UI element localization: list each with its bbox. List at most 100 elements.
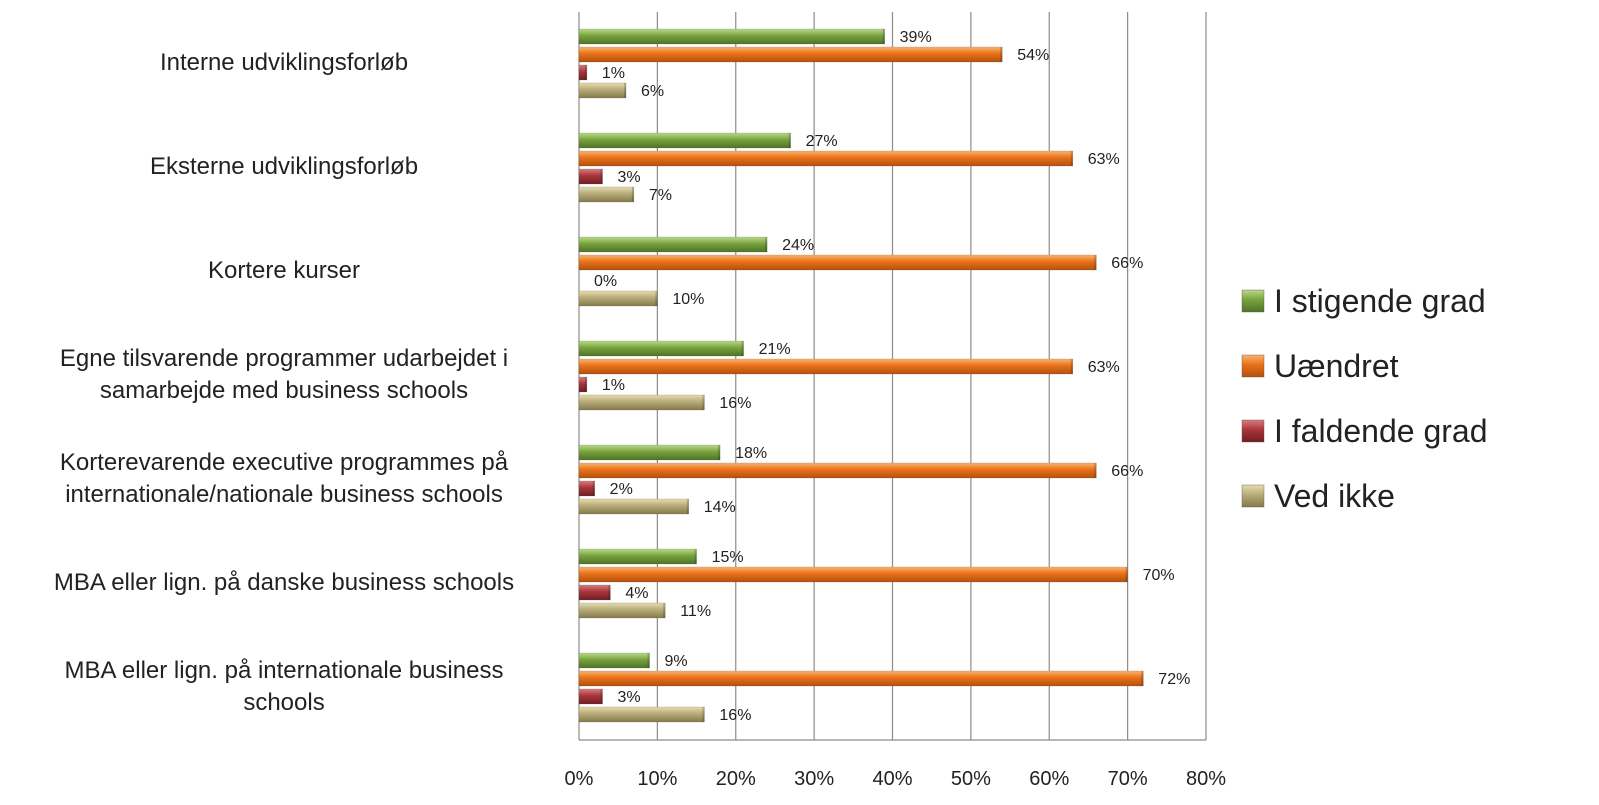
bar-body [578,82,627,99]
bar [578,602,666,619]
bar-body [578,498,690,515]
bar-body [578,168,603,185]
bar [578,498,690,515]
category-label: Interne udviklingsforløb [160,49,408,76]
legend-label: Ved ikke [1274,478,1395,514]
bar-edge [584,65,587,80]
bar [578,480,595,497]
data-label: 18% [735,445,767,462]
x-tick-label: 50% [951,768,991,790]
bar-body [578,548,697,565]
bar [578,670,1144,687]
x-tick-label: 70% [1108,768,1148,790]
bar-body [578,394,705,411]
data-label: 15% [712,549,744,566]
data-label: 2% [610,481,633,498]
x-tick-label: 40% [872,768,912,790]
bar-body [578,376,588,393]
category-label-line: internationale/nationale business school… [65,481,503,508]
legend-label: I faldende grad [1274,413,1488,449]
bar-body [578,28,885,45]
data-label: 16% [719,707,751,724]
bar-body [578,290,658,307]
data-label: 10% [672,291,704,308]
category-label-line: MBA eller lign. på internationale busine… [65,657,504,684]
x-tick-label: 60% [1029,768,1069,790]
bar-body [578,132,791,149]
legend-swatch [1241,289,1265,313]
bar-edge [702,395,705,410]
bar-edge [1070,151,1073,166]
x-tick-label: 0% [565,768,594,790]
data-label: 21% [759,341,791,358]
bar-body [578,186,635,203]
category-label-line: Egne tilsvarende programmer udarbejdet i [60,345,508,372]
bar [578,652,650,669]
bar [578,462,1097,479]
bar-edge [600,169,603,184]
legend-label: I stigende grad [1274,283,1486,319]
legend-item: I stigende grad [1241,283,1486,319]
bar-body [578,602,666,619]
category-label: MBA eller lign. på internationale busine… [65,657,504,716]
bar-body [578,706,705,723]
data-label: 4% [625,585,648,602]
category-label-line: samarbejde med business schools [100,377,468,404]
bar-body [578,340,744,357]
x-tick-label: 20% [716,768,756,790]
bar-edge [631,187,634,202]
gridlines [578,12,1207,741]
bar [578,376,588,393]
category-label-line: Kortere kurser [208,257,360,284]
category-label: Kortere kurser [208,257,360,284]
category-label-line: Interne udviklingsforløb [160,49,408,76]
bar [578,444,721,461]
legend-swatch [1241,419,1265,443]
bar-edge [741,341,744,356]
bar [578,28,885,45]
bar-body [578,566,1128,583]
bar-edge [1070,359,1073,374]
bar [578,566,1128,583]
category-label-line: MBA eller lign. på danske business schoo… [54,569,514,596]
bar-edge [788,133,791,148]
bar [578,64,588,81]
bar [578,186,635,203]
bar [578,82,627,99]
bar-edge [592,481,595,496]
data-label: 72% [1158,671,1190,688]
bar-edge [1094,255,1097,270]
bar-edge [702,707,705,722]
data-labels: 39% 54% 1% 6% 27% 63% 3% 7% 24% 66% 0% 10% 21% 63% 1% 1… [594,29,1190,724]
bar-edge [765,237,768,252]
bar-body [578,254,1097,271]
legend-item: I faldende grad [1241,413,1488,449]
bar [578,706,705,723]
bar-body [578,670,1144,687]
bar-body [578,584,611,601]
category-labels: Interne udviklingsforløb Eksterne udvikli… [54,49,514,716]
data-label: 66% [1111,463,1143,480]
data-label: 1% [602,377,625,394]
x-tick-labels: 0% 10% 20% 30% 40% 50% 60% 70% 80% [565,768,1227,790]
data-label: 24% [782,237,814,254]
data-label: 6% [641,83,664,100]
data-label: 9% [665,653,688,670]
data-label: 3% [618,689,641,706]
bar [578,46,1003,63]
bar-edge [600,689,603,704]
data-label: 1% [602,65,625,82]
bar-edge [718,445,721,460]
bar [578,358,1074,375]
bar-edge [1000,47,1003,62]
data-label: 3% [618,169,641,186]
legend-item: Uændret [1241,348,1399,384]
category-label: Korterevarende executive programmes på in… [60,449,509,508]
bar-edge [1125,567,1128,582]
data-label: 39% [900,29,932,46]
bar-body [578,462,1097,479]
data-label: 27% [806,133,838,150]
x-tick-label: 10% [637,768,677,790]
bar-body [578,46,1003,63]
